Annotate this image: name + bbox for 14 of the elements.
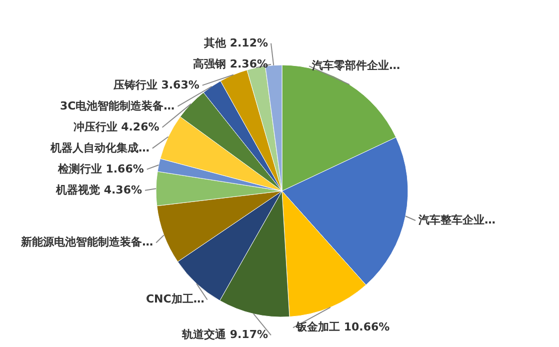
slice-label: 机器视觉 4.36% (55, 183, 142, 196)
slice-label: 钣金加工 10.66% (295, 320, 390, 334)
slice-label: 压铸行业 3.63% (112, 78, 200, 92)
slice-label: 机器人自动化集成… (49, 141, 150, 154)
slice-label: 汽车零部件企业… (311, 59, 400, 72)
slice-label: 汽车整车企业… (417, 214, 496, 227)
slice-label: 新能源电池智能制造装备… (20, 236, 154, 249)
slice-label: 检测行业 1.66% (56, 162, 144, 176)
slice-label: 高强钢 2.36% (193, 57, 268, 70)
slice-label: 冲压行业 4.26% (73, 120, 160, 134)
slice-label: 轨道交通 9.17% (181, 328, 268, 342)
slice-label: 3C电池智能制造装备… (60, 99, 175, 112)
slice-label: CNC加工… (146, 292, 204, 306)
slice-label: 其他 2.12% (203, 36, 268, 50)
